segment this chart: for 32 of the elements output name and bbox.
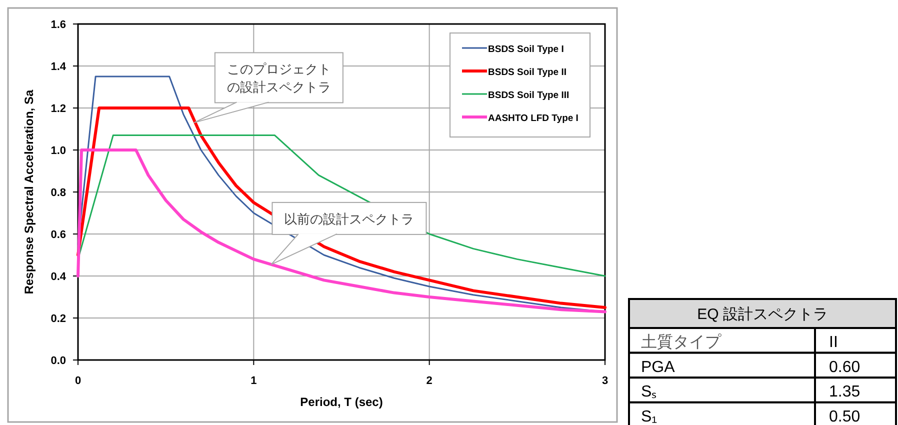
y-tick-label: 0.8 xyxy=(50,187,66,199)
y-tick-label: 0.4 xyxy=(50,271,67,283)
y-tick-label: 1.4 xyxy=(50,61,67,73)
legend-label: BSDS Soil Type III xyxy=(488,90,570,101)
x-tick-label: 0 xyxy=(74,375,82,387)
x-tick-label: 1 xyxy=(250,375,257,387)
y-axis-title: Response Spectral Acceleration, Sa xyxy=(22,90,36,294)
text: 0.50 xyxy=(829,408,860,425)
line-series xyxy=(76,148,606,314)
category-label: 土質タイプ xyxy=(641,333,722,351)
text: II xyxy=(829,334,838,351)
legend-label: BSDS Soil Type I xyxy=(488,44,564,55)
text: EQ 設計スペクトラ xyxy=(697,306,828,323)
x-tick-label: 3 xyxy=(602,375,608,387)
category-label: Sₛ xyxy=(641,384,657,401)
x-axis-title: Period, T (sec) xyxy=(300,395,383,409)
y-tick-label: 0.0 xyxy=(50,355,66,367)
text: 1.35 xyxy=(829,384,860,401)
y-tick-label: 0.2 xyxy=(50,313,66,325)
line-series xyxy=(77,134,606,277)
annotation: 以前の設計スペクトラ xyxy=(284,212,414,228)
legend-label: AASHTO LFD Type I xyxy=(488,113,578,124)
y-tick-label: 1.0 xyxy=(50,145,66,157)
category-label: S₁ xyxy=(641,408,658,425)
text: 0.60 xyxy=(829,358,860,376)
y-tick-label: 0.6 xyxy=(50,229,66,241)
y-tick-label: 1.2 xyxy=(50,103,66,115)
category-label: PGA xyxy=(641,358,676,376)
x-tick-label: 2 xyxy=(426,375,432,387)
legend-label: BSDS Soil Type II xyxy=(488,67,566,78)
y-tick-label: 1.6 xyxy=(50,19,66,31)
annotation: このプロジェクトの設計スペクトラ xyxy=(226,62,331,96)
